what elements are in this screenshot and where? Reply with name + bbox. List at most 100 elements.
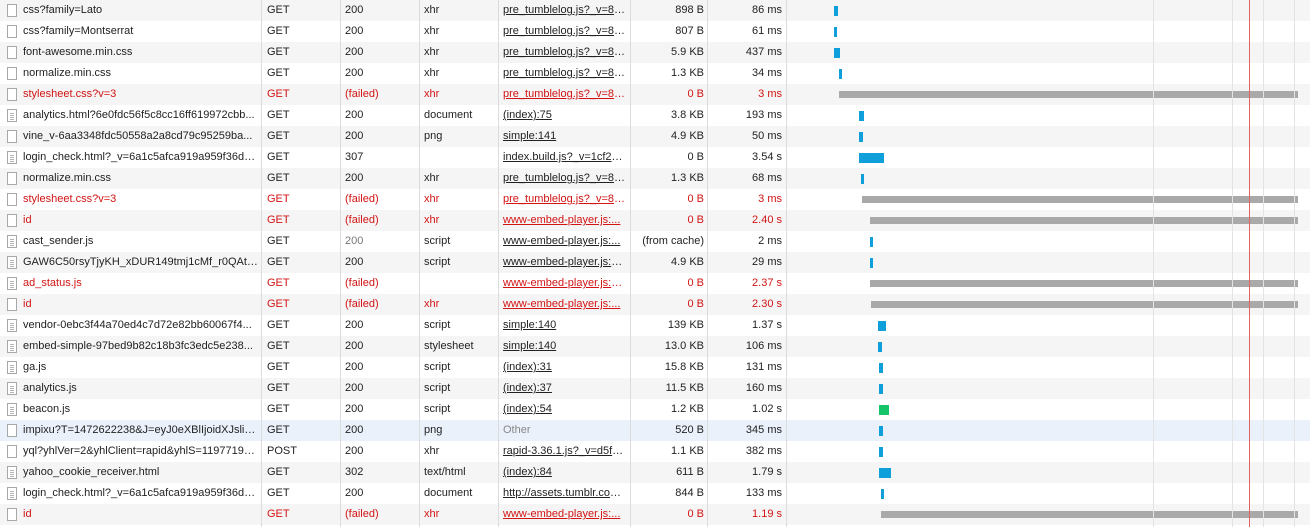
request-row[interactable]: embed-simple-97bed9b82c18b3fc3edc5e238..… [0, 336, 1310, 357]
request-size: 0 B [687, 277, 704, 289]
request-row[interactable]: cast_sender.js GET 200 script www-embed-play… [0, 231, 1310, 252]
request-name[interactable]: analytics.js [23, 382, 77, 394]
waterfall-bar [861, 174, 865, 184]
request-name[interactable]: ga.js [23, 361, 47, 373]
request-initiator[interactable]: pre_tumblelog.js?_v=81... [503, 46, 626, 58]
request-type: xhr [424, 88, 440, 100]
request-row[interactable]: font-awesome.min.css GET 200 xhr pre_tumblel… [0, 42, 1310, 63]
request-initiator[interactable]: pre_tumblelog.js?_v=81... [503, 172, 626, 184]
request-row[interactable]: normalize.min.css GET 200 xhr pre_tumblelog.… [0, 63, 1310, 84]
waterfall-bar [834, 27, 837, 37]
request-name[interactable]: beacon.js [23, 403, 71, 415]
request-initiator[interactable]: www-embed-player.js:... [503, 235, 621, 247]
request-method: GET [267, 88, 290, 100]
request-initiator[interactable]: simple:141 [503, 130, 557, 142]
request-name[interactable]: yahoo_cookie_receiver.html [23, 466, 160, 478]
file-icon [7, 25, 17, 38]
request-row[interactable]: ad_status.js GET (failed) www-embed-player.… [0, 273, 1310, 294]
request-name[interactable]: embed-simple-97bed9b82c18b3fc3edc5e238..… [23, 340, 253, 352]
request-row[interactable]: analytics.js GET 200 script (index):37 11.5 K… [0, 378, 1310, 399]
request-row[interactable]: analytics.html?6e0fdc56f5c8cc16ff619972c… [0, 105, 1310, 126]
request-size: 0 B [687, 508, 704, 520]
request-row[interactable]: login_check.html?_v=6a1c5afca919a959f36d… [0, 483, 1310, 504]
request-name[interactable]: impixu?T=1472622238&J=eyJ0eXBlIjoidXJsli… [23, 424, 259, 436]
request-initiator[interactable]: index.build.js?_v=1cf25... [503, 151, 626, 163]
request-initiator[interactable]: (index):54 [503, 403, 552, 415]
doc-icon [7, 403, 17, 416]
request-initiator[interactable]: www-embed-player.js:... [503, 508, 621, 520]
request-size: 3.8 KB [670, 109, 704, 121]
request-initiator[interactable]: (index):75 [503, 109, 552, 121]
request-initiator[interactable]: pre_tumblelog.js?_v=81... [503, 193, 626, 205]
request-initiator[interactable]: (index):31 [503, 361, 552, 373]
request-row[interactable]: id GET (failed) xhr www-embed-player.js:... 0… [0, 210, 1310, 231]
request-row[interactable]: css?family=Montserrat GET 200 xhr pre_tumble… [0, 21, 1310, 42]
request-name[interactable]: css?family=Lato [23, 4, 103, 16]
request-name[interactable]: vine_v-6aa3348fdc50558a2a8cd79c95259ba..… [23, 130, 253, 142]
request-initiator[interactable]: www-embed-player.js:... [503, 214, 621, 226]
request-row[interactable]: ga.js GET 200 script (index):31 15.8 KB 131 ms [0, 357, 1310, 378]
request-name[interactable]: login_check.html?_v=6a1c5afca919a959f36d… [23, 487, 259, 499]
request-row[interactable]: yql?yhlVer=2&yhlClient=rapid&yhlS=119771… [0, 441, 1310, 462]
waterfall-bar [878, 384, 883, 394]
request-time: 133 ms [745, 487, 782, 499]
request-initiator[interactable]: simple:140 [503, 319, 557, 331]
request-status: (failed) [345, 508, 379, 520]
request-initiator[interactable]: pre_tumblelog.js?_v=81... [503, 67, 626, 79]
request-row[interactable]: login_check.html?_v=6a1c5afca919a959f36d… [0, 147, 1310, 168]
request-name[interactable]: GAW6C50rsyTjyKH_xDUR149tmj1cMf_r0QAth1..… [23, 256, 259, 268]
request-initiator[interactable]: (index):84 [503, 466, 552, 478]
request-row[interactable]: impixu?T=1472622238&J=eyJ0eXBlIjoidXJsli… [0, 420, 1310, 441]
request-name[interactable]: id [23, 298, 32, 310]
request-name[interactable]: stylesheet.css?v=3 [23, 193, 117, 205]
request-type: xhr [424, 214, 440, 226]
file-icon [7, 88, 17, 101]
request-initiator[interactable]: simple:140 [503, 340, 557, 352]
request-method: GET [267, 361, 290, 373]
request-name[interactable]: font-awesome.min.css [23, 46, 133, 58]
request-name[interactable]: normalize.min.css [23, 67, 112, 79]
request-initiator[interactable]: pre_tumblelog.js?_v=81... [503, 4, 626, 16]
request-name[interactable]: id [23, 508, 32, 520]
request-name[interactable]: analytics.html?6e0fdc56f5c8cc16ff619972c… [23, 109, 255, 121]
request-name[interactable]: stylesheet.css?v=3 [23, 88, 117, 100]
waterfall-bar [861, 196, 1298, 203]
request-name[interactable]: cast_sender.js [23, 235, 94, 247]
request-row[interactable]: yahoo_cookie_receiver.html GET 302 text/htm… [0, 462, 1310, 483]
request-name[interactable]: normalize.min.css [23, 172, 112, 184]
request-initiator[interactable]: http://assets.tumblr.com... [503, 487, 626, 499]
waterfall-bar [881, 511, 1298, 518]
request-initiator[interactable]: rapid-3.36.1.js?_v=d5fa... [503, 445, 626, 457]
request-row[interactable]: stylesheet.css?v=3 GET (failed) xhr pre_tumb… [0, 189, 1310, 210]
request-name[interactable]: yql?yhlVer=2&yhlClient=rapid&yhlS=119771… [23, 445, 259, 457]
request-row[interactable]: css?family=Lato GET 200 xhr pre_tumblelog.js… [0, 0, 1310, 21]
request-row[interactable]: beacon.js GET 200 script (index):54 1.2 KB 1.0… [0, 399, 1310, 420]
request-row[interactable]: id GET (failed) xhr www-embed-player.js:... 0… [0, 294, 1310, 315]
request-name[interactable]: css?family=Montserrat [23, 25, 134, 37]
request-row[interactable]: vine_v-6aa3348fdc50558a2a8cd79c95259ba..… [0, 126, 1310, 147]
request-initiator[interactable]: www-embed-player.js:1... [503, 277, 626, 289]
request-row[interactable]: normalize.min.css GET 200 xhr pre_tumblelog.… [0, 168, 1310, 189]
request-name[interactable]: ad_status.js [23, 277, 82, 289]
request-type: xhr [424, 172, 440, 184]
request-row[interactable]: vendor-0ebc3f44a70ed4c7d72e82bb60067f4..… [0, 315, 1310, 336]
request-row[interactable]: stylesheet.css?v=3 GET (failed) xhr pre_tumb… [0, 84, 1310, 105]
request-time: 50 ms [752, 130, 782, 142]
request-row[interactable]: GAW6C50rsyTjyKH_xDUR149tmj1cMf_r0QAth1..… [0, 252, 1310, 273]
request-initiator[interactable]: Other [503, 424, 531, 436]
request-type: script [424, 403, 451, 415]
waterfall-bar [878, 447, 884, 457]
request-status: 200 [345, 25, 364, 37]
request-method: GET [267, 319, 290, 331]
request-initiator[interactable]: (index):37 [503, 382, 552, 394]
request-initiator[interactable]: pre_tumblelog.js?_v=81... [503, 25, 626, 37]
request-size: 520 B [675, 424, 704, 436]
request-initiator[interactable]: www-embed-player.js:... [503, 298, 621, 310]
request-name[interactable]: id [23, 214, 32, 226]
request-row[interactable]: id GET (failed) xhr www-embed-player.js:... 0… [0, 504, 1310, 525]
request-initiator[interactable]: www-embed-player.js:1... [503, 256, 626, 268]
request-initiator[interactable]: pre_tumblelog.js?_v=81... [503, 88, 626, 100]
request-name[interactable]: login_check.html?_v=6a1c5afca919a959f36d… [23, 151, 259, 163]
doc-icon [7, 466, 17, 479]
request-name[interactable]: vendor-0ebc3f44a70ed4c7d72e82bb60067f4..… [23, 319, 252, 331]
